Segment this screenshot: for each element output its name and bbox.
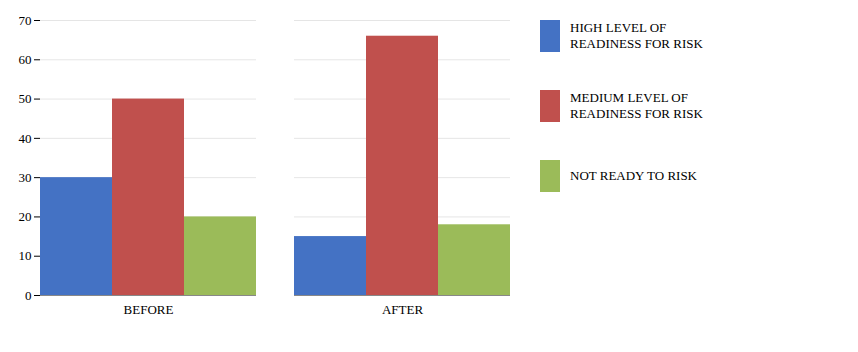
svg-text:50: 50: [19, 91, 32, 106]
svg-text:70: 70: [19, 13, 32, 28]
html-text:MEDIUM LEVEL OF READINESS FOR: MEDIUM LEVEL OF READINESS FOR RISK: [570, 90, 703, 121]
html-text:NOT READY TO RISK: NOT READY TO RISK: [570, 168, 697, 184]
html-text:HIGH LEVEL OF READINESS FOR RI: HIGH LEVEL OF READINESS FOR RISK: [570, 20, 703, 51]
svg-text:40: 40: [19, 131, 32, 146]
svg-text:AFTER: AFTER: [382, 302, 424, 317]
svg-text:20: 20: [19, 209, 32, 224]
svg-text:30: 30: [19, 170, 32, 185]
svg-text:60: 60: [19, 52, 32, 67]
svg-text:BEFORE: BEFORE: [124, 302, 174, 317]
svg-text:10: 10: [19, 248, 32, 263]
svg-text:0: 0: [25, 288, 32, 303]
